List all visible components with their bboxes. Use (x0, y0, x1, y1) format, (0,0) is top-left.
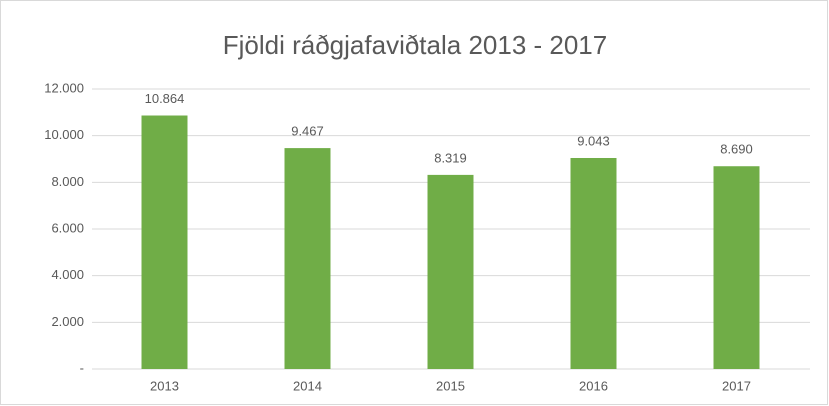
y-tick-label: 4.000 (51, 267, 84, 282)
value-label: 8.319 (434, 150, 467, 165)
x-tick-label: 2016 (579, 378, 608, 393)
y-tick-label: 6.000 (51, 220, 84, 235)
x-tick-label: 2017 (722, 378, 751, 393)
x-tick-label: 2014 (293, 378, 322, 393)
y-tick-label: 2.000 (51, 314, 84, 329)
y-tick-label: - (80, 360, 84, 375)
value-label: 9.043 (577, 133, 610, 148)
value-label: 10.864 (145, 91, 185, 106)
x-tick-label: 2013 (150, 378, 179, 393)
bar (427, 174, 474, 369)
x-tick-label: 2015 (436, 378, 465, 393)
bar (284, 148, 331, 369)
bar (570, 157, 617, 369)
y-tick-label: 12.000 (44, 80, 84, 95)
y-tick-label: 8.000 (51, 174, 84, 189)
value-label: 9.467 (291, 124, 324, 139)
bar (713, 166, 760, 369)
y-tick-label: 10.000 (44, 127, 84, 142)
bar (141, 115, 188, 369)
chart-title: Fjöldi ráðgjafaviðtala 2013 - 2017 (223, 30, 607, 60)
value-label: 8.690 (720, 142, 753, 157)
